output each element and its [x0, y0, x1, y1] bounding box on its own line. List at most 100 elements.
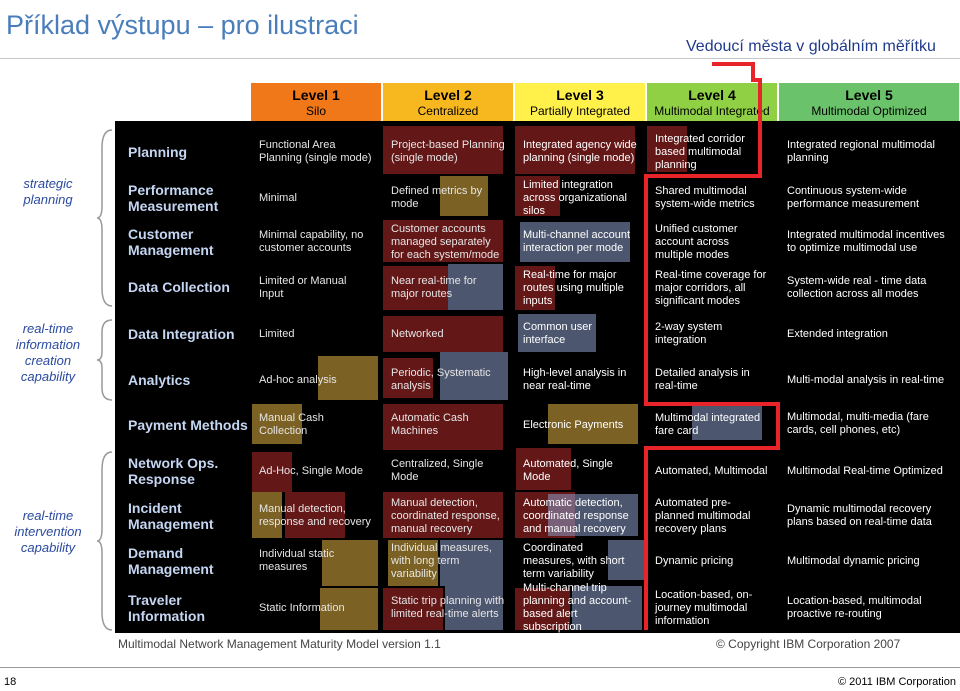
- cell-data-collection-l1: Limited or Manual Input: [259, 275, 347, 300]
- highlight-data-collection-l2b: [448, 264, 503, 310]
- brace-realtime-intervention: [96, 451, 113, 631]
- cell-network-l5: Multimodal Real-time Optimized: [787, 464, 943, 477]
- cell-network-l4: Automated, Multimodal: [655, 464, 768, 477]
- cell-incident-l5: Dynamic multimodal recovery plans based …: [787, 503, 932, 528]
- level-sublabel: Multimodal Integrated: [654, 104, 770, 118]
- cell-data-integration-l5: Extended integration: [787, 327, 888, 340]
- highlight-customer-l2: [383, 220, 503, 262]
- cell-planning-l5: Integrated regional multimodal planning: [787, 139, 935, 164]
- cell-demand-l2: Individual measures, with long term vari…: [391, 541, 492, 580]
- cell-payment-l3: Electronic Payments: [523, 418, 624, 431]
- cell-data-integration-l2: Networked: [391, 327, 444, 340]
- cell-data-integration-l4: 2-way system integration: [655, 321, 723, 346]
- brace-realtime-info: [96, 319, 113, 401]
- cell-analytics-l3: High-level analysis in near real-time: [523, 367, 627, 392]
- row-label-performance: Performance Measurement: [128, 182, 219, 214]
- cell-customer-l5: Integrated multimodal incentives to opti…: [787, 229, 945, 254]
- cell-analytics-l1: Ad-hoc analysis: [259, 373, 337, 386]
- highlight-analytics-l1: [318, 356, 378, 400]
- cell-planning-l2: Project-based Planning (single mode): [391, 139, 505, 164]
- cell-network-l1: Ad-Hoc, Single Mode: [259, 464, 363, 477]
- cell-demand-l3: Coordinated measures, with short term va…: [523, 541, 625, 580]
- highlight-data-collection-l3: [515, 266, 555, 310]
- group-label-realtime-info: real-time information creation capabilit…: [15, 321, 81, 384]
- cell-network-l3: Automated, Single Mode: [523, 458, 613, 483]
- cell-planning-l3: Integrated agency wide planning (single …: [523, 139, 637, 164]
- cell-customer-l3: Multi-channel account interaction per mo…: [523, 229, 631, 254]
- cell-customer-l4: Unified customer account across multiple…: [655, 222, 738, 261]
- highlight-data-collection-l2: [383, 266, 448, 310]
- cell-data-integration-l3: Common user interface: [523, 321, 593, 346]
- cell-performance-l4: Shared multimodal system-wide metrics: [655, 185, 755, 210]
- highlight-traveler-l3: [515, 588, 570, 630]
- highlight-payment-l3: [548, 404, 638, 444]
- highlight-incident-l1: [252, 492, 282, 538]
- level-header-5: Level 5 Multimodal Optimized: [778, 82, 960, 123]
- highlight-payment-l2: [383, 404, 503, 450]
- cell-traveler-l2: Static trip planning with limited real-t…: [391, 595, 505, 620]
- highlight-traveler-l1: [320, 588, 378, 630]
- cell-network-l2: Centralized, Single Mode: [391, 458, 484, 483]
- level-header-1: Level 1 Silo: [250, 82, 382, 123]
- highlight-performance-l3: [515, 176, 560, 216]
- brace-strategic: [96, 129, 113, 307]
- footer-model-version: Multimodal Network Management Maturity M…: [118, 637, 441, 651]
- highlight-analytics-l2b: [440, 352, 508, 400]
- row-label-payment: Payment Methods: [128, 417, 248, 433]
- cell-traveler-l4: Location-based, on-journey multimodal in…: [655, 588, 753, 627]
- title-divider: [0, 58, 960, 59]
- cell-traveler-l5: Location-based, multimodal proactive re-…: [787, 595, 922, 620]
- highlight-traveler-l2b: [445, 586, 503, 630]
- cell-customer-l2: Customer accounts managed separately for…: [391, 222, 500, 261]
- level-label: Level 4: [688, 87, 736, 103]
- level-sublabel: Silo: [305, 104, 326, 118]
- page-subtitle: Vedoucí města v globálním měřítku: [686, 38, 936, 55]
- cell-performance-l5: Continuous system-wide performance measu…: [787, 185, 920, 210]
- cell-incident-l3: Automatic detection, coordinated respons…: [523, 496, 629, 535]
- highlight-customer-l3: [520, 222, 630, 262]
- highlight-network-l3: [516, 448, 571, 490]
- highlight-incident-l3b: [548, 494, 638, 536]
- footer-copyright-2011: © 2011 IBM Corporation: [838, 676, 956, 688]
- cell-performance-l1: Minimal: [259, 191, 297, 204]
- row-label-data-integration: Data Integration: [128, 326, 235, 342]
- highlight-traveler-l2: [383, 588, 443, 630]
- highlight-demand-l3: [608, 540, 646, 580]
- cell-payment-l2: Automatic Cash Machines: [391, 412, 469, 437]
- highlight-analytics-l2: [383, 358, 433, 398]
- cell-data-collection-l4: Real-time coverage for major corridors, …: [655, 268, 767, 307]
- cell-demand-l5: Multimodal dynamic pricing: [787, 554, 920, 567]
- cell-traveler-l3: Multi-channel trip planning and account-…: [523, 582, 632, 633]
- level-header-4: Level 4 Multimodal Integrated: [646, 82, 778, 123]
- level-label: Level 2: [424, 87, 472, 103]
- cell-data-collection-l2: Near real-time for major routes: [391, 275, 477, 300]
- level-sublabel: Centralized: [417, 104, 479, 118]
- cell-performance-l2: Defined metrics by mode: [391, 185, 483, 210]
- highlight-demand-l2b: [440, 540, 503, 586]
- row-label-customer: Customer Management: [128, 226, 214, 258]
- page-title: Příklad výstupu – pro ilustraci: [6, 10, 359, 40]
- highlight-traveler-l3b: [572, 586, 642, 630]
- highlight-data-integration-l3: [518, 314, 596, 352]
- row-label-data-collection: Data Collection: [128, 279, 230, 295]
- page-number: 18: [4, 676, 17, 688]
- cell-data-collection-l5: System-wide real - time data collection …: [787, 275, 927, 300]
- row-label-demand: Demand Management: [128, 545, 214, 577]
- highlight-incident-l1b: [285, 492, 345, 538]
- cell-planning-l1: Functional Area Planning (single mode): [259, 139, 372, 164]
- cell-analytics-l2: Periodic, Systematic analysis: [391, 367, 491, 392]
- row-label-incident: Incident Management: [128, 500, 214, 532]
- group-label-realtime-intervention: real-time intervention capability: [14, 508, 82, 555]
- highlight-payment-l1: [252, 404, 302, 444]
- cell-demand-l1: Individual static measures: [259, 548, 335, 573]
- row-label-analytics: Analytics: [128, 372, 191, 388]
- highlight-demand-l1: [322, 540, 378, 586]
- cell-customer-l1: Minimal capability, no customer accounts: [259, 229, 364, 254]
- level-label: Level 1: [292, 87, 340, 103]
- cell-planning-l4: Integrated corridor based multimodal pla…: [655, 132, 745, 171]
- cell-incident-l2: Manual detection, coordinated response, …: [391, 496, 500, 535]
- footer-divider: [0, 667, 960, 668]
- level-label: Level 3: [556, 87, 604, 103]
- cell-payment-l5: Multimodal, multi-media (fare cards, cel…: [787, 411, 929, 436]
- highlight-planning-l3: [515, 126, 635, 174]
